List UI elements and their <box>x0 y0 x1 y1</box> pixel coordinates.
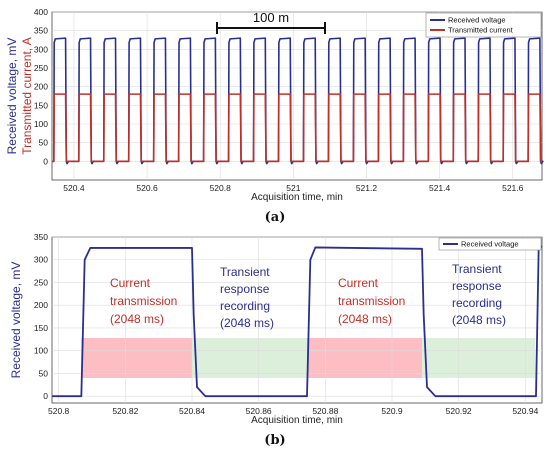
chart-b-y-tick-label: 350 <box>34 232 48 242</box>
annotation-transient-response-2-line1: Transient <box>452 262 502 276</box>
annotation-current-transmission-1-line1: Current <box>110 276 151 290</box>
chart-a-series-transmitted-current <box>52 93 542 163</box>
chart-a-x-axis-label: Acquisition time, min <box>251 192 343 203</box>
chart-a-grid <box>52 11 542 180</box>
chart-a-y-axis-label-voltage: Received voltage, mV <box>5 38 19 155</box>
chart-a-legend-label-voltage: Received voltage <box>448 16 506 25</box>
chart-b-legend-box <box>438 237 542 251</box>
chart-b-y-tick-label: 150 <box>34 323 48 333</box>
chart-a-x-tick-label: 520.6 <box>136 183 158 193</box>
chart-b-series <box>52 245 543 398</box>
chart-b-x-tick-label: 520.92 <box>446 406 472 416</box>
annotation-current-transmission-1-line2: transmission <box>110 294 177 308</box>
chart-b-legend: Received voltage <box>438 237 542 251</box>
annotation-current-transmission-2-line3: (2048 ms) <box>338 312 392 326</box>
chart-a-y-tick-label: 0 <box>43 156 48 166</box>
chart-a-scale-bar: 100 m <box>216 10 326 34</box>
chart-a-y-tick-label: 400 <box>34 7 48 17</box>
chart-a-x-tick-label: 521.4 <box>429 183 451 193</box>
chart-b-x-tick-label: 520.84 <box>179 406 205 416</box>
chart-b-grid <box>52 236 542 403</box>
chart-b-panel-label: (b) <box>264 433 285 448</box>
chart-b-shaded-bands <box>81 337 536 378</box>
chart-b-series-received-voltage <box>52 245 543 398</box>
chart-a-y-tick-label: 150 <box>34 100 48 110</box>
chart-b-shaded-band-1 <box>192 337 307 378</box>
chart-a-panel-label: (a) <box>265 210 286 225</box>
chart-b-legend-label-voltage: Received voltage <box>461 240 519 249</box>
annotation-transient-response-1-line1: Transient <box>220 265 270 279</box>
annotation-transient-response-2-line4: (2048 ms) <box>452 313 506 327</box>
chart-a-y-tick-label: 350 <box>34 26 48 36</box>
chart-b-y-tick-label: 0 <box>43 391 48 401</box>
annotation-transient-response-1-line3: recording <box>220 299 270 313</box>
chart-a-y-tick-label: 100 <box>34 119 48 129</box>
annotation-current-transmission-2-line1: Current <box>338 276 379 290</box>
chart-a-series <box>52 37 544 165</box>
chart-a-x-tick-label: 520.8 <box>210 183 232 193</box>
scale-bar-label: 100 m <box>253 10 289 25</box>
chart-b-y-tick-label: 100 <box>34 346 48 356</box>
annotation-transient-response-2-line3: recording <box>452 296 502 310</box>
chart-a-y-tick-label: 250 <box>34 63 48 73</box>
chart-a-y-axis-label-current: Transmitted current, A <box>20 37 34 155</box>
chart-a: 0 50 100 150 200 250 300 350 400 520.4 520.6 520.8… <box>5 7 544 225</box>
chart-a-x-tick-label: 521.6 <box>502 183 524 193</box>
chart-b-x-axis-label: Acquisition time, min <box>251 415 343 426</box>
chart-b-y-axis-label: Received voltage, mV <box>9 262 23 379</box>
chart-a-plot-area <box>51 11 543 181</box>
chart-a-y-tick-label: 50 <box>39 138 49 148</box>
chart-b-annotation-4: Transient response recording (2048 ms) <box>452 262 506 327</box>
chart-a-x-tick-label: 521.2 <box>356 183 378 193</box>
chart-a-y-tick-label: 200 <box>34 82 48 92</box>
chart-b-y-tick-label: 300 <box>34 255 48 265</box>
annotation-transient-response-1-line4: (2048 ms) <box>220 316 274 330</box>
chart-b-annotation-3: Current transmission (2048 ms) <box>338 276 405 326</box>
chart-b-shaded-band-3 <box>422 337 536 378</box>
chart-b-x-tick-label: 520.9 <box>381 406 403 416</box>
chart-a-x-tick-label: 521 <box>286 183 300 193</box>
chart-b-annotation-1: Current transmission (2048 ms) <box>110 276 177 326</box>
annotation-current-transmission-1-line3: (2048 ms) <box>110 312 164 326</box>
annotation-transient-response-2-line2: response <box>452 279 502 293</box>
chart-b-y-tick-label: 50 <box>39 368 49 378</box>
chart-a-legend-label-current: Transmitted current <box>448 26 514 35</box>
chart-b-x-tick-label: 520.8 <box>48 406 70 416</box>
chart-b-y-tick-label: 250 <box>34 277 48 287</box>
chart-b-x-tick-label: 520.82 <box>112 406 138 416</box>
chart-a-y-tick-label: 300 <box>34 44 48 54</box>
chart-b-x-ticks: 520.8 520.82 520.84 520.86 520.88 520.9 520.92… <box>48 406 539 416</box>
annotation-transient-response-1-line2: response <box>220 282 270 296</box>
chart-a-y-ticks: 0 50 100 150 200 250 300 350 400 <box>34 7 48 166</box>
chart-b-x-tick-label: 520.88 <box>312 406 338 416</box>
chart-a-x-ticks: 520.4 520.6 520.8 521 521.2 521.4 521.6 <box>63 183 523 193</box>
chart-a-legend: Received voltage Transmitted current <box>425 12 542 38</box>
chart-b-y-ticks: 0 50 100 150 200 250 300 350 <box>34 232 48 401</box>
chart-b-shaded-band-0 <box>81 337 192 378</box>
annotation-current-transmission-2-line2: transmission <box>338 294 405 308</box>
chart-b-x-tick-label: 520.86 <box>246 406 272 416</box>
chart-a-x-tick-label: 520.4 <box>63 183 85 193</box>
chart-b-y-tick-label: 200 <box>34 300 48 310</box>
chart-b-x-tick-label: 520.94 <box>512 406 538 416</box>
chart-a-legend-box <box>425 12 542 38</box>
chart-b-shaded-band-2 <box>307 337 422 378</box>
chart-b-annotation-2: Transient response recording (2048 ms) <box>220 265 274 330</box>
